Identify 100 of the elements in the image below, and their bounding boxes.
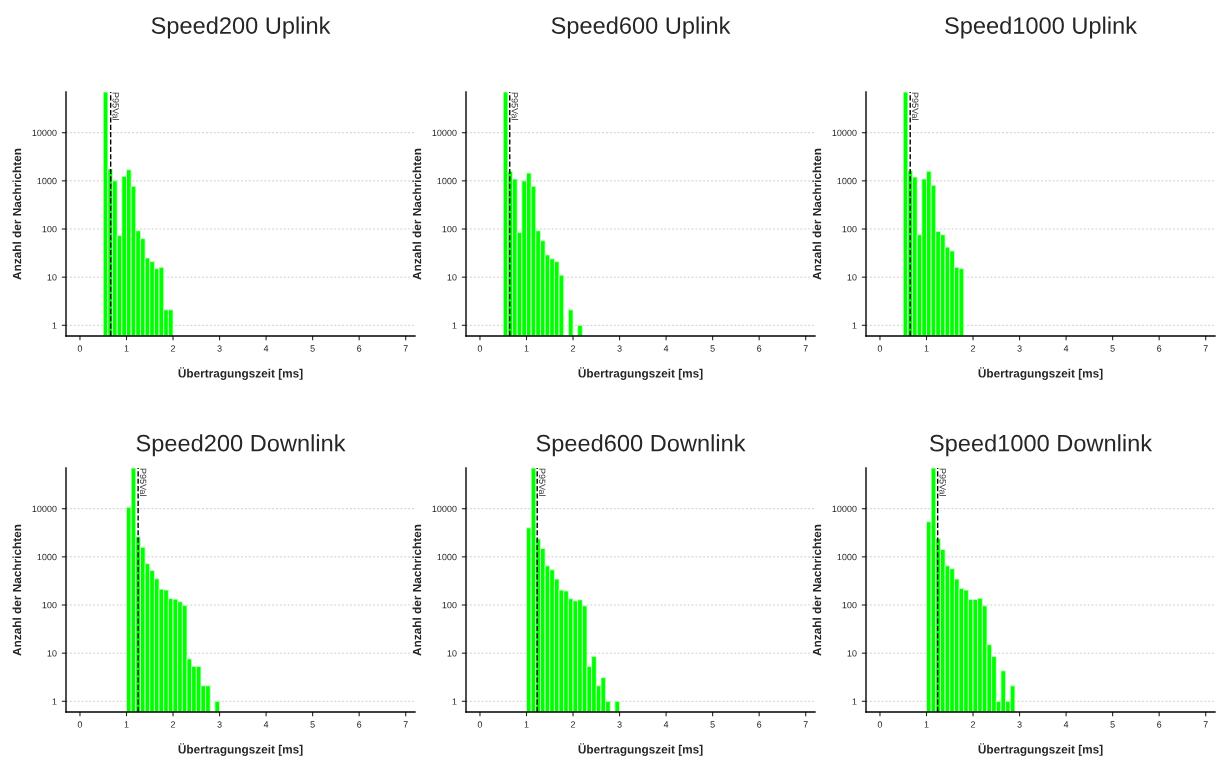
y-tick-label: 1000 xyxy=(37,553,57,561)
x-tick-label: 4 xyxy=(1063,345,1069,352)
x-tick-label: 4 xyxy=(263,345,269,352)
y-axis-title: Anzahl der Nachrichten xyxy=(812,524,822,656)
x-tick-label: 6 xyxy=(357,345,362,352)
y-tick-label: 1000 xyxy=(437,553,457,561)
x-tick-label: 0 xyxy=(77,345,83,352)
x-tick-label: 7 xyxy=(403,345,408,352)
chart-title: Speed200 Uplink xyxy=(151,16,331,39)
chart-title: Speed600 Uplink xyxy=(551,16,731,39)
x-tick-label: 7 xyxy=(403,721,408,728)
y-axis-title: Anzahl der Nachrichten xyxy=(12,524,22,656)
y-tick-label: 1 xyxy=(452,322,457,329)
ref-line-label: P95Val xyxy=(538,468,546,496)
x-axis-title: Übertragungszeit [ms] xyxy=(178,743,303,756)
x-tick-label: 5 xyxy=(310,345,315,352)
x-tick-label: 5 xyxy=(1110,345,1115,352)
y-tick-label: 10 xyxy=(447,650,457,657)
ref-line-label: P95Val xyxy=(112,92,120,120)
chart-title: Speed1000 Uplink xyxy=(945,16,1138,39)
y-tick-label: 10000 xyxy=(432,505,457,513)
y-tick-label: 10 xyxy=(847,650,857,657)
y-tick-label: 1000 xyxy=(37,177,57,185)
y-tick-label: 10 xyxy=(447,274,457,281)
x-axis-title: Übertragungszeit [ms] xyxy=(578,367,703,380)
x-tick-label: 6 xyxy=(1157,721,1162,728)
y-tick-label: 10000 xyxy=(832,505,857,513)
x-tick-label: 6 xyxy=(1157,345,1162,352)
y-axis-title: Anzahl der Nachrichten xyxy=(812,148,822,280)
y-tick-label: 1 xyxy=(852,698,857,705)
x-tick-label: 1 xyxy=(524,721,529,728)
y-tick-label: 100 xyxy=(442,601,457,609)
y-tick-label: 100 xyxy=(442,225,457,233)
x-tick-label: 3 xyxy=(1017,721,1022,728)
x-tick-label: 1 xyxy=(124,345,129,352)
chart-title: Speed1000 Downlink xyxy=(930,434,1153,457)
x-tick-label: 3 xyxy=(1017,345,1022,352)
x-tick-label: 4 xyxy=(663,345,669,352)
y-tick-label: 10 xyxy=(47,274,57,281)
x-tick-label: 2 xyxy=(170,721,176,728)
x-tick-label: 1 xyxy=(924,721,929,728)
y-tick-label: 100 xyxy=(42,225,57,233)
y-tick-label: 1 xyxy=(852,322,857,329)
x-tick-label: 4 xyxy=(663,721,669,728)
x-tick-label: 2 xyxy=(970,345,976,352)
y-axis-title: Anzahl der Nachrichten xyxy=(412,148,422,280)
chart-title: Speed600 Downlink xyxy=(536,434,746,457)
x-tick-label: 3 xyxy=(617,721,622,728)
x-tick-label: 5 xyxy=(710,721,715,728)
x-tick-label: 5 xyxy=(310,721,315,728)
y-tick-label: 1000 xyxy=(437,177,457,185)
x-tick-label: 4 xyxy=(263,721,269,728)
y-tick-label: 10000 xyxy=(32,129,57,137)
y-axis-title: Anzahl der Nachrichten xyxy=(412,524,422,656)
x-tick-label: 0 xyxy=(477,721,483,728)
x-tick-label: 4 xyxy=(1063,721,1069,728)
x-tick-label: 0 xyxy=(77,721,83,728)
x-tick-label: 6 xyxy=(357,721,362,728)
ref-line-label: P95Val xyxy=(939,468,947,496)
x-tick-label: 7 xyxy=(803,721,808,728)
x-tick-label: 2 xyxy=(170,345,176,352)
x-tick-label: 2 xyxy=(970,721,976,728)
ref-line-label: P95Val xyxy=(139,468,147,496)
x-tick-label: 2 xyxy=(570,345,576,352)
x-axis-title: Übertragungszeit [ms] xyxy=(178,367,303,380)
y-axis-title: Anzahl der Nachrichten xyxy=(12,148,22,280)
x-axis-title: Übertragungszeit [ms] xyxy=(978,367,1103,380)
y-tick-label: 100 xyxy=(842,601,857,609)
x-tick-label: 7 xyxy=(1203,345,1208,352)
x-tick-label: 0 xyxy=(877,345,883,352)
chart-title: Speed200 Downlink xyxy=(136,434,346,457)
x-tick-label: 3 xyxy=(217,721,222,728)
x-tick-label: 1 xyxy=(124,721,129,728)
y-tick-label: 100 xyxy=(842,225,857,233)
ref-line-label: P95Val xyxy=(911,92,919,120)
x-tick-label: 5 xyxy=(710,345,715,352)
y-tick-label: 1 xyxy=(52,698,57,705)
x-tick-label: 6 xyxy=(757,721,762,728)
y-tick-label: 10000 xyxy=(32,505,57,513)
y-tick-label: 10000 xyxy=(832,129,857,137)
ref-line-label: P95Val xyxy=(511,92,519,120)
x-tick-label: 0 xyxy=(877,721,883,728)
x-tick-label: 0 xyxy=(477,345,483,352)
x-tick-label: 3 xyxy=(617,345,622,352)
x-tick-label: 7 xyxy=(1203,721,1208,728)
x-tick-label: 2 xyxy=(570,721,576,728)
y-tick-label: 10 xyxy=(847,274,857,281)
x-tick-label: 7 xyxy=(803,345,808,352)
y-tick-label: 1 xyxy=(452,698,457,705)
y-tick-label: 100 xyxy=(42,601,57,609)
x-axis-title: Übertragungszeit [ms] xyxy=(978,743,1103,756)
x-tick-label: 1 xyxy=(924,345,929,352)
x-tick-label: 5 xyxy=(1110,721,1115,728)
x-axis-title: Übertragungszeit [ms] xyxy=(578,743,703,756)
x-tick-label: 6 xyxy=(757,345,762,352)
y-tick-label: 1000 xyxy=(837,177,857,185)
y-tick-label: 1000 xyxy=(837,553,857,561)
y-tick-label: 10 xyxy=(47,650,57,657)
y-tick-label: 10000 xyxy=(432,129,457,137)
x-tick-label: 3 xyxy=(217,345,222,352)
